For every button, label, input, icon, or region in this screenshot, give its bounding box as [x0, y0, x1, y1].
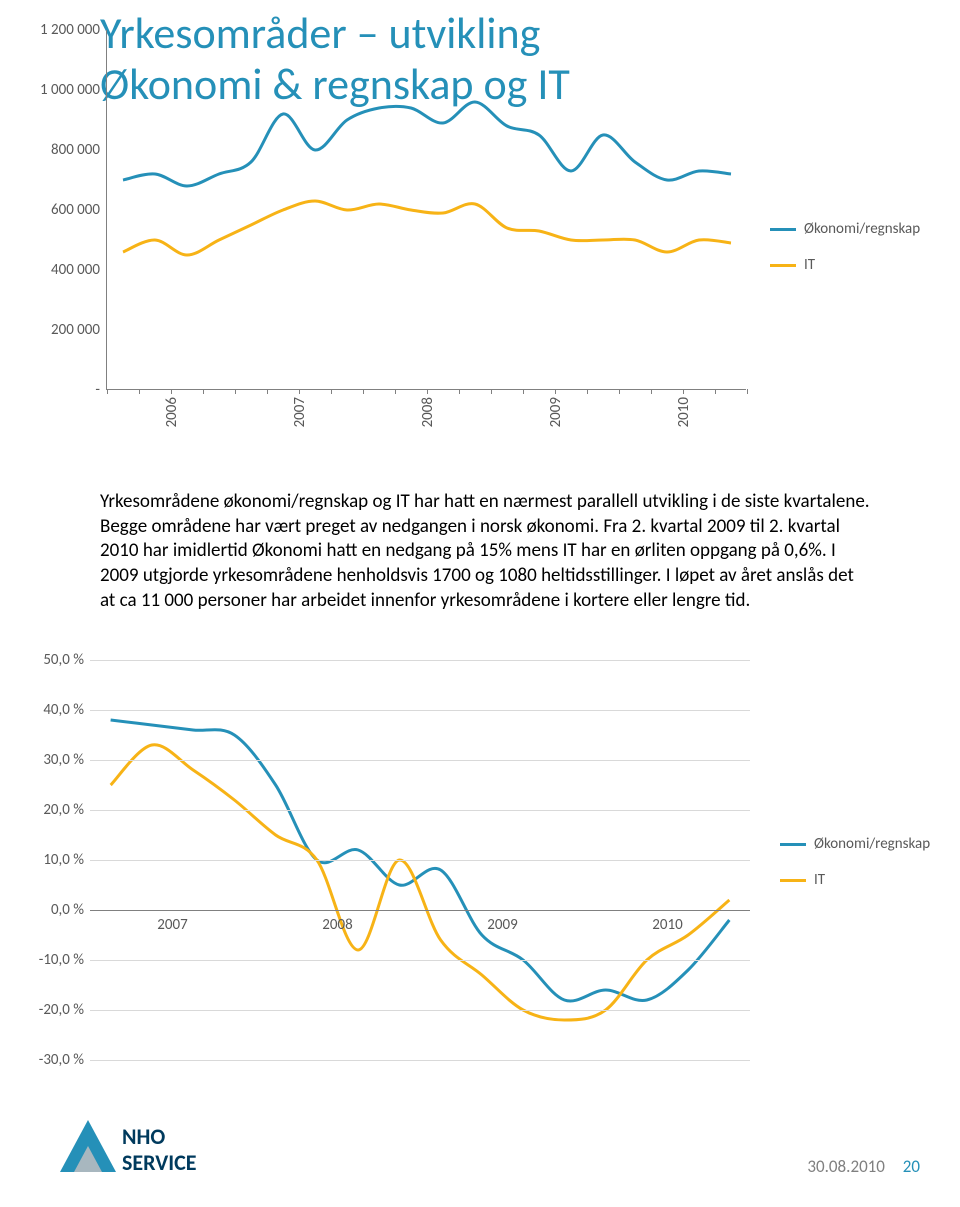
chart2-ylabel: 10,0 % [43, 851, 84, 869]
chart1-xtick [235, 389, 236, 394]
legend-item: Økonomi/regnskap [770, 220, 920, 238]
chart1-yaxis: 1 200 0001 000 000800 000600 000400 0002… [20, 30, 106, 390]
chart1-xtick [523, 389, 524, 394]
chart1-xtick [555, 389, 556, 394]
chart1-xlabel: 2007 [291, 397, 309, 427]
chart1-xtick [107, 389, 108, 394]
chart2-ylabel: -20,0 % [39, 1001, 84, 1019]
legend-label: Økonomi/regnskap [814, 835, 930, 853]
chart1-ylabel: 600 000 [51, 201, 100, 219]
chart1-ylabel: 800 000 [51, 141, 100, 159]
chart1-xtick [427, 389, 428, 394]
footer-page: 20 [903, 1156, 920, 1177]
chart2-gridline [90, 710, 750, 711]
chart2-xlabel: 2009 [487, 916, 517, 934]
chart2-plot: 2007 2008 2009 2010 [90, 660, 750, 1060]
chart-top: 1 200 0001 000 000800 000600 000400 0002… [20, 30, 940, 450]
chart2-series-line [111, 745, 730, 1020]
chart2-ylabel: -30,0 % [39, 1051, 84, 1069]
legend-label: Økonomi/regnskap [804, 220, 920, 238]
chart1-xtick [299, 389, 300, 394]
legend-swatch-icon [780, 843, 806, 846]
footer: 30.08.2010 20 [807, 1156, 920, 1177]
logo-text-bottom: SERVICE [122, 1149, 197, 1176]
chart1-legend: Økonomi/regnskap IT [770, 220, 920, 292]
chart2-ylabel: 40,0 % [43, 701, 84, 719]
chart1-xtick [683, 389, 684, 394]
chart2-gridline [90, 860, 750, 861]
footer-date: 30.08.2010 [807, 1156, 885, 1177]
chart1-xtick [651, 389, 652, 394]
chart2-gridline [90, 760, 750, 761]
logo-svg: NHO SERVICE [60, 1112, 200, 1182]
chart2-gridline [90, 810, 750, 811]
logo: NHO SERVICE [60, 1112, 200, 1187]
chart1-xlabel: 2006 [163, 397, 181, 427]
chart1-xtick [331, 389, 332, 394]
chart2-gridline [90, 1010, 750, 1011]
chart2-xlabel: 2007 [157, 916, 187, 934]
chart2-ylabel: 50,0 % [43, 651, 84, 669]
chart1-ylabel: 400 000 [51, 261, 100, 279]
chart1-xlabel: 2008 [419, 397, 437, 427]
chart2-gridline [90, 1060, 750, 1061]
chart2-gridline [90, 960, 750, 961]
chart1-xtick [459, 389, 460, 394]
chart1-ylabel: 1 000 000 [40, 81, 100, 99]
legend-swatch-icon [770, 228, 796, 231]
chart2-axis-line [90, 910, 750, 911]
chart1-series-line [123, 201, 731, 255]
legend-item: IT [770, 256, 920, 274]
chart1-xtick [395, 389, 396, 394]
chart1-xtick [715, 389, 716, 394]
chart2-xlabel: 2010 [652, 916, 682, 934]
chart2-ylabel: -10,0 % [39, 951, 84, 969]
chart1-xtick [587, 389, 588, 394]
chart2-xlabel: 2008 [322, 916, 352, 934]
chart1-xlabel: 2010 [675, 397, 693, 427]
legend-swatch-icon [770, 264, 796, 267]
chart2-ylabel: 30,0 % [43, 751, 84, 769]
chart2-gridline [90, 660, 750, 661]
legend-label: IT [814, 871, 825, 889]
chart1-ylabel: - [95, 381, 100, 399]
chart1-ylabel: 200 000 [51, 321, 100, 339]
chart1-svg [107, 30, 747, 390]
chart-bottom: 50,0 %40,0 %30,0 %20,0 %10,0 %0,0 %-10,0… [20, 660, 940, 1110]
chart2-ylabel: 0,0 % [51, 901, 84, 919]
chart2-ylabel: 20,0 % [43, 801, 84, 819]
legend-item: IT [780, 871, 930, 889]
body-text: Yrkesområdene økonomi/regnskap og IT har… [100, 490, 870, 613]
legend-swatch-icon [780, 879, 806, 882]
chart2-legend: Økonomi/regnskap IT [780, 835, 930, 907]
chart1-ylabel: 1 200 000 [40, 21, 100, 39]
legend-item: Økonomi/regnskap [780, 835, 930, 853]
chart1-xtick [171, 389, 172, 394]
logo-text-top: NHO [122, 1123, 165, 1150]
chart2-yaxis: 50,0 %40,0 %30,0 %20,0 %10,0 %0,0 %-10,0… [20, 660, 90, 1060]
chart1-xtick [619, 389, 620, 394]
chart1-xtick [491, 389, 492, 394]
legend-label: IT [804, 256, 815, 274]
chart1-xtick [139, 389, 140, 394]
chart1-xtick [363, 389, 364, 394]
chart1-xtick [203, 389, 204, 394]
chart1-plot: 20062007200820092010 [106, 30, 746, 390]
chart1-xtick [747, 389, 748, 394]
chart1-xlabel: 2009 [547, 397, 565, 427]
chart1-xtick [267, 389, 268, 394]
chart1-series-line [123, 102, 731, 186]
